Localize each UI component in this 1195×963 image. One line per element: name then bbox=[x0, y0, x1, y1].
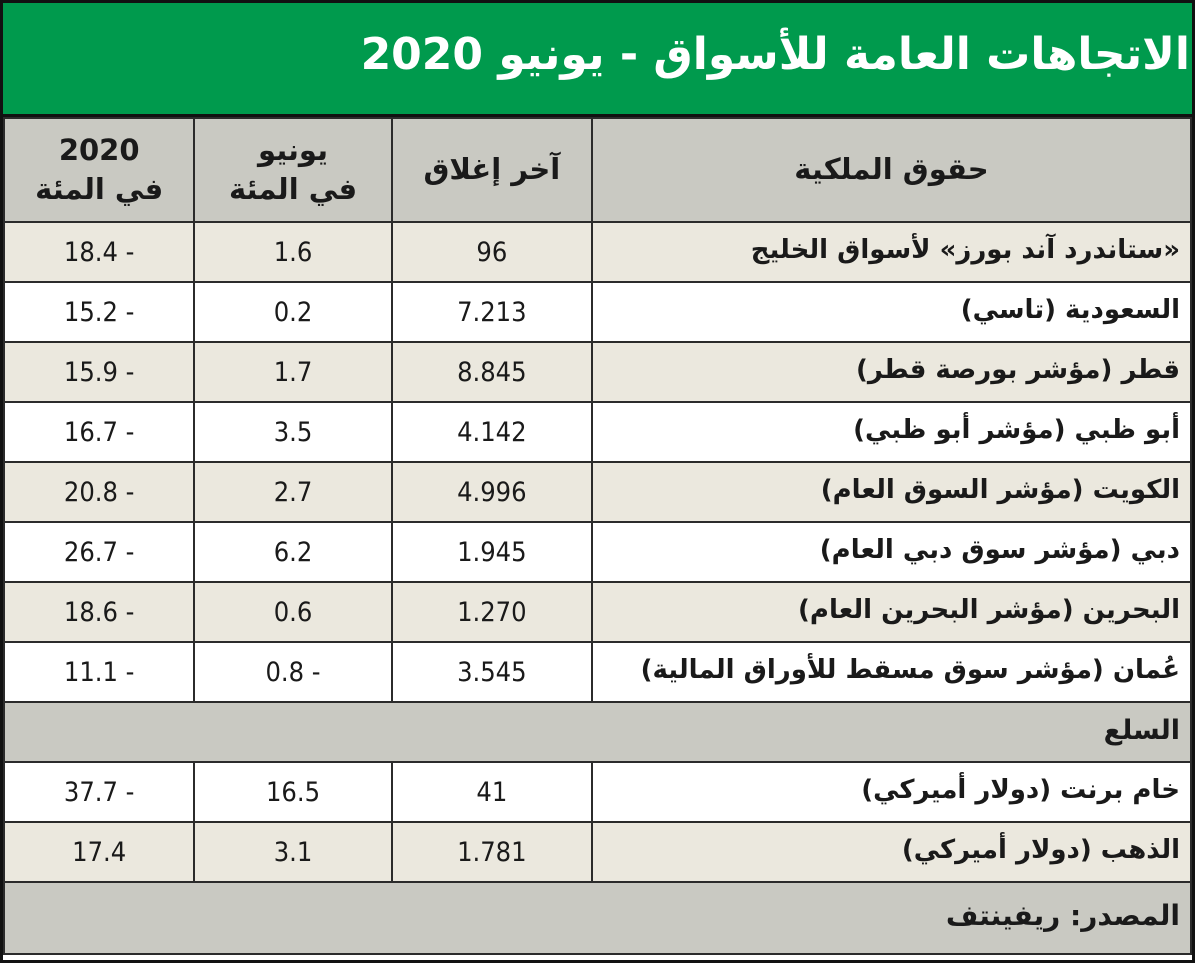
equity-name: الكويت (مؤشر السوق العام) bbox=[591, 461, 1192, 523]
column-header-last-close: آخر إغلاق bbox=[390, 117, 594, 223]
june-pct-value: 1.6 bbox=[193, 221, 393, 283]
last-close-value: 1.945 bbox=[390, 521, 594, 583]
ytd-label: 2020 bbox=[58, 132, 140, 167]
ytd-pct-value: 18.4 - bbox=[3, 221, 196, 283]
table-row-brent: خام برنت (دولار أميركي) 41 16.5 37.7 - bbox=[3, 761, 1192, 823]
table-row-abu-dhabi: أبو ظبي (مؤشر أبو ظبي) 4.142 3.5 16.7 - bbox=[3, 401, 1192, 463]
table-row-saudi-tasi: السعودية (تاسي) 7.213 0.2 15.2 - bbox=[3, 281, 1192, 343]
ytd-pct-value: 37.7 - bbox=[3, 761, 196, 823]
markets-table: حقوق الملكية آخر إغلاق يونيو في المئة 20… bbox=[3, 117, 1192, 955]
column-header-ytd-pct: 2020 في المئة bbox=[3, 117, 196, 223]
equity-name: السعودية (تاسي) bbox=[591, 281, 1192, 343]
commodity-name: الذهب (دولار أميركي) bbox=[591, 821, 1192, 883]
june-pct-value: 16.5 bbox=[193, 761, 393, 823]
ytd-pct-value: 26.7 - bbox=[3, 521, 196, 583]
equity-name: البحرين (مؤشر البحرين العام) bbox=[591, 581, 1192, 643]
table-row-oman: عُمان (مؤشر سوق مسقط للأوراق المالية) 3.… bbox=[3, 641, 1192, 703]
equity-name: «ستاندرد آند بورز» لأسواق الخليج bbox=[591, 221, 1192, 283]
last-close-value: 4.996 bbox=[390, 461, 594, 523]
june-pct-value: 0.2 bbox=[193, 281, 393, 343]
equity-name: أبو ظبي (مؤشر أبو ظبي) bbox=[591, 401, 1192, 463]
table-row-sp-gulf: «ستاندرد آند بورز» لأسواق الخليج 96 1.6 … bbox=[3, 221, 1192, 283]
title-bar: الاتجاهات العامة للأسواق - يونيو 2020 bbox=[3, 3, 1192, 117]
june-pct-value: 0.6 bbox=[193, 581, 393, 643]
table-row-dubai: دبي (مؤشر سوق دبي العام) 1.945 6.2 26.7 … bbox=[3, 521, 1192, 583]
column-header-equity: حقوق الملكية bbox=[591, 117, 1192, 223]
equity-name: عُمان (مؤشر سوق مسقط للأوراق المالية) bbox=[591, 641, 1192, 703]
source-row: المصدر: ريفينتف bbox=[3, 881, 1192, 955]
table-row-gold: الذهب (دولار أميركي) 1.781 3.1 17.4 bbox=[3, 821, 1192, 883]
june-label: يونيو bbox=[258, 132, 328, 167]
ytd-pct-value: 15.2 - bbox=[3, 281, 196, 343]
page-title: الاتجاهات العامة للأسواق - يونيو 2020 bbox=[360, 28, 1190, 80]
june-percent-label: في المئة bbox=[228, 172, 358, 206]
ytd-pct-value: 18.6 - bbox=[3, 581, 196, 643]
last-close-value: 3.545 bbox=[390, 641, 594, 703]
table-header-row: حقوق الملكية آخر إغلاق يونيو في المئة 20… bbox=[3, 117, 1192, 223]
commodity-name: خام برنت (دولار أميركي) bbox=[591, 761, 1192, 823]
ytd-pct-value: 16.7 - bbox=[3, 401, 196, 463]
last-close-value: 1.781 bbox=[390, 821, 594, 883]
last-close-value: 4.142 bbox=[390, 401, 594, 463]
ytd-percent-label: في المئة bbox=[35, 172, 164, 206]
table-row-kuwait: الكويت (مؤشر السوق العام) 4.996 2.7 20.8… bbox=[3, 461, 1192, 523]
ytd-pct-value: 17.4 bbox=[3, 821, 196, 883]
ytd-pct-value: 11.1 - bbox=[3, 641, 196, 703]
june-pct-value: 2.7 bbox=[193, 461, 393, 523]
june-pct-value: 3.5 bbox=[193, 401, 393, 463]
equity-name: دبي (مؤشر سوق دبي العام) bbox=[591, 521, 1192, 583]
equity-name: قطر (مؤشر بورصة قطر) bbox=[591, 341, 1192, 403]
last-close-value: 41 bbox=[390, 761, 594, 823]
last-close-value: 8.845 bbox=[390, 341, 594, 403]
june-pct-value: 3.1 bbox=[193, 821, 393, 883]
ytd-pct-value: 15.9 - bbox=[3, 341, 196, 403]
source-label: المصدر: ريفينتف bbox=[3, 881, 1192, 955]
june-pct-value: 6.2 bbox=[193, 521, 393, 583]
june-pct-value: 1.7 bbox=[193, 341, 393, 403]
last-close-value: 96 bbox=[390, 221, 594, 283]
june-pct-value: 0.8 - bbox=[193, 641, 393, 703]
commodities-section-row: السلع bbox=[3, 701, 1192, 763]
ytd-pct-value: 20.8 - bbox=[3, 461, 196, 523]
table-row-qatar: قطر (مؤشر بورصة قطر) 8.845 1.7 15.9 - bbox=[3, 341, 1192, 403]
last-close-value: 1.270 bbox=[390, 581, 594, 643]
commodities-section-label: السلع bbox=[3, 701, 1192, 763]
last-close-value: 7.213 bbox=[390, 281, 594, 343]
column-header-june-pct: يونيو في المئة bbox=[193, 117, 393, 223]
table-row-bahrain: البحرين (مؤشر البحرين العام) 1.270 0.6 1… bbox=[3, 581, 1192, 643]
